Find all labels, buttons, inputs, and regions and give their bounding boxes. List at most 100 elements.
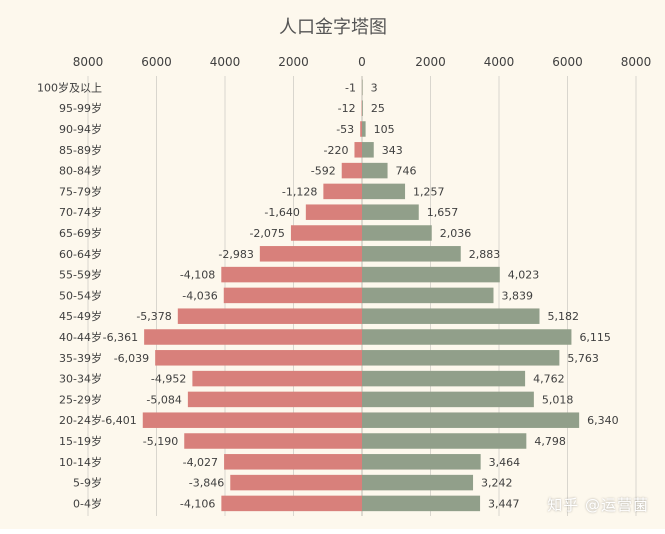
x-tick-label: 2000 xyxy=(415,55,446,69)
data-label: 2,036 xyxy=(440,227,472,240)
y-category-label: 60-64岁 xyxy=(59,247,102,261)
data-label: 1,257 xyxy=(413,185,445,198)
chart-title: 人口金字塔图 xyxy=(279,17,387,38)
bar-left xyxy=(142,412,362,428)
bar-right xyxy=(362,183,406,200)
bar-right xyxy=(362,433,527,449)
bar-right xyxy=(362,266,500,283)
bar-right xyxy=(362,287,494,304)
data-label: 4,023 xyxy=(508,269,539,282)
x-tick-label: 6000 xyxy=(552,55,583,69)
bar-left xyxy=(230,474,362,491)
x-tick-label: 4000 xyxy=(210,55,241,69)
y-category-label: 80-84岁 xyxy=(59,164,102,178)
y-category-label: 20-24岁 xyxy=(59,413,102,427)
bar-right xyxy=(362,142,374,158)
data-label: 4,798 xyxy=(534,435,566,448)
bar-right xyxy=(362,350,560,366)
bar-left xyxy=(221,266,362,283)
x-axis-ticks: 8000 6000 4000 2000 0 2000 4000 6000 8000 xyxy=(73,55,652,69)
data-label: 1,657 xyxy=(427,206,459,219)
y-category-label: 0-4岁 xyxy=(73,496,102,510)
x-tick-label: 2000 xyxy=(278,55,309,69)
bar-right xyxy=(362,329,572,345)
bar-right xyxy=(362,225,432,241)
data-label: 5,018 xyxy=(542,393,574,406)
bar-right xyxy=(362,495,481,512)
data-label: -1,640 xyxy=(264,206,299,219)
y-category-label: 15-19岁 xyxy=(59,434,102,448)
data-label: 3,464 xyxy=(489,456,520,469)
bar-right xyxy=(362,79,363,96)
data-label: 5,763 xyxy=(567,352,599,365)
y-category-label: 55-59岁 xyxy=(59,268,102,282)
data-label: -5,378 xyxy=(136,310,171,323)
y-category-label: 30-34岁 xyxy=(59,372,102,386)
bar-left xyxy=(144,329,362,345)
bar-left xyxy=(354,142,362,158)
bar-right xyxy=(362,162,388,179)
data-label: -4,106 xyxy=(180,497,215,510)
bar-left xyxy=(155,350,362,366)
y-category-label: 85-89岁 xyxy=(59,143,102,157)
bar-left xyxy=(361,100,363,116)
bar-left xyxy=(305,204,362,220)
y-category-label: 70-74岁 xyxy=(59,205,102,219)
bar-right xyxy=(362,454,481,470)
bar-right xyxy=(362,412,580,428)
y-category-label: 90-94岁 xyxy=(59,122,102,136)
bar-right xyxy=(362,121,366,137)
x-tick-label: 8000 xyxy=(621,55,652,69)
y-category-label: 95-99岁 xyxy=(59,101,102,115)
data-label: -2,075 xyxy=(249,227,284,240)
bar-left xyxy=(323,183,362,200)
bar-right xyxy=(362,100,363,116)
data-label: -1 xyxy=(345,81,356,94)
data-label: 4,762 xyxy=(533,373,565,386)
y-category-label: 40-44岁 xyxy=(59,330,102,344)
data-label: -5,190 xyxy=(143,435,178,448)
bar-left xyxy=(360,121,362,137)
data-label: -53 xyxy=(336,123,354,136)
bar-left xyxy=(290,225,362,241)
data-label: -592 xyxy=(311,165,336,178)
x-tick-label: 8000 xyxy=(73,55,104,69)
y-category-label: 10-14岁 xyxy=(59,455,102,469)
data-label: -6,361 xyxy=(103,331,138,344)
data-label: 6,340 xyxy=(587,414,619,427)
data-label: 25 xyxy=(371,102,385,115)
data-label: -1,128 xyxy=(282,185,317,198)
y-category-label: 35-39岁 xyxy=(59,351,102,365)
y-category-label: 5-9岁 xyxy=(73,476,102,490)
y-category-label: 75-79岁 xyxy=(59,184,102,198)
data-label: 5,182 xyxy=(547,310,579,323)
bars xyxy=(142,79,580,512)
bar-left xyxy=(192,370,362,387)
bar-right xyxy=(362,204,419,220)
data-label: -6,401 xyxy=(101,414,136,427)
bar-right xyxy=(362,246,461,262)
bar-left xyxy=(177,308,362,324)
watermark: 知乎 @运营菌 xyxy=(547,496,649,514)
x-tick-label: 4000 xyxy=(484,55,515,69)
y-axis-categories: 100岁及以上 95-99岁 90-94岁 85-89岁 80-84岁 75-79岁 70-… xyxy=(37,80,102,510)
bar-left xyxy=(184,433,362,449)
bar-right xyxy=(362,308,540,324)
data-label: -4,036 xyxy=(182,289,217,302)
data-label: 3 xyxy=(371,81,378,94)
bar-right xyxy=(362,474,474,491)
y-category-label: 45-49岁 xyxy=(59,309,102,323)
y-category-label: 50-54岁 xyxy=(59,288,102,302)
data-label: -3,846 xyxy=(189,477,224,490)
data-label: -2,983 xyxy=(218,248,253,261)
data-label: -5,084 xyxy=(146,393,181,406)
data-label: -220 xyxy=(323,144,348,157)
data-label: -4,108 xyxy=(180,269,215,282)
data-label: -4,027 xyxy=(183,456,218,469)
data-label: 3,242 xyxy=(481,477,513,490)
bar-right xyxy=(362,391,534,408)
y-category-label: 65-69岁 xyxy=(59,226,102,240)
